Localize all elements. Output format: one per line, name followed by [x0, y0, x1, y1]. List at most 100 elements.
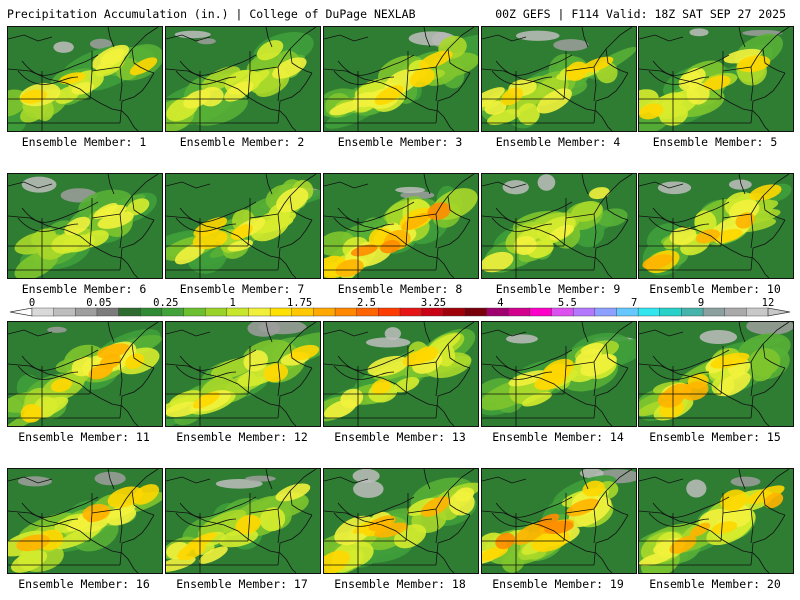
colorbar-swatch — [226, 307, 249, 317]
colorbar-tick-label: 0.05 — [86, 297, 111, 309]
valid-time: 00Z GEFS | F114 Valid: 18Z SAT SEP 27 20… — [495, 7, 786, 21]
colorbar-swatch — [681, 307, 704, 317]
ensemble-panel-10 — [638, 173, 794, 279]
precip-map — [639, 469, 793, 573]
colorbar-swatch — [616, 307, 639, 317]
colorbar-swatch — [702, 307, 726, 317]
ensemble-panel-2 — [165, 26, 321, 132]
ensemble-panel-3 — [323, 26, 479, 132]
colorbar-swatch — [75, 307, 98, 317]
colorbar-tick-label: 2.5 — [357, 297, 376, 309]
precip-map — [8, 322, 162, 426]
colorbar-swatch — [334, 307, 358, 317]
ensemble-panel-16 — [7, 468, 163, 574]
ensemble-member-label: Ensemble Member: 4 — [495, 135, 621, 149]
ensemble-member-label: Ensemble Member: 13 — [334, 430, 466, 444]
ensemble-panel-4 — [481, 26, 637, 132]
colorbar-swatch — [31, 307, 55, 317]
colorbar-swatch — [399, 307, 423, 317]
ensemble-panel-17 — [165, 468, 321, 574]
colorbar-swatch — [204, 307, 228, 317]
colorbar-tick-label: 9 — [698, 297, 704, 309]
colorbar-swatch — [269, 307, 293, 317]
ensemble-panel-18 — [323, 468, 479, 574]
page-title: Precipitation Accumulation (in.) | Colle… — [7, 7, 416, 21]
colorbar-swatch — [183, 307, 206, 317]
colorbar-swatch — [248, 307, 271, 317]
colorbar-tick-label: 1.75 — [287, 297, 312, 309]
colorbar-swatch — [529, 307, 553, 317]
ensemble-panel-14 — [481, 321, 637, 427]
ensemble-panel-8 — [323, 173, 479, 279]
precip-map — [482, 27, 636, 131]
colorbar-swatch — [421, 307, 444, 317]
colorbar-swatch — [356, 307, 379, 317]
colorbar-tick-label: 0.25 — [153, 297, 178, 309]
precip-map — [166, 322, 320, 426]
colorbar-swatch — [464, 307, 488, 317]
ensemble-panel-12 — [165, 321, 321, 427]
ensemble-member-label: Ensemble Member: 11 — [18, 430, 150, 444]
precip-map — [482, 174, 636, 278]
ensemble-member-label: Ensemble Member: 8 — [337, 282, 463, 296]
ensemble-member-label: Ensemble Member: 6 — [21, 282, 147, 296]
colorbar-tick-label: 12 — [762, 297, 775, 309]
ensemble-member-label: Ensemble Member: 3 — [337, 135, 463, 149]
precip-map — [166, 174, 320, 278]
colorbar-swatch — [659, 307, 682, 317]
colorbar-swatch — [637, 307, 661, 317]
precip-map — [639, 322, 793, 426]
colorbar-swatch — [161, 307, 185, 317]
colorbar-swatch — [594, 307, 617, 317]
precip-map — [166, 27, 320, 131]
ensemble-member-label: Ensemble Member: 12 — [176, 430, 308, 444]
colorbar-swatch — [486, 307, 509, 317]
colorbar-swatch — [508, 307, 531, 317]
colorbar-tick-label: 0 — [29, 297, 35, 309]
colorbar-swatch — [140, 307, 163, 317]
colorbar-tick-label: 4 — [497, 297, 503, 309]
ensemble-member-label: Ensemble Member: 19 — [492, 577, 624, 591]
ensemble-panel-19 — [481, 468, 637, 574]
precip-map — [8, 27, 162, 131]
colorbar-swatch — [118, 307, 141, 317]
colorbar-tick-label: 5.5 — [558, 297, 577, 309]
ensemble-member-label: Ensemble Member: 5 — [652, 135, 778, 149]
ensemble-member-label: Ensemble Member: 16 — [18, 577, 150, 591]
colorbar-max-arrow — [767, 307, 791, 317]
ensemble-member-label: Ensemble Member: 7 — [179, 282, 305, 296]
colorbar-swatch — [746, 307, 769, 317]
ensemble-member-label: Ensemble Member: 14 — [492, 430, 624, 444]
colorbar-swatch — [551, 307, 574, 317]
precip-map — [166, 469, 320, 573]
precip-map — [324, 322, 478, 426]
colorbar-swatch — [96, 307, 120, 317]
precip-map — [8, 469, 162, 573]
precip-map — [324, 174, 478, 278]
ensemble-panel-20 — [638, 468, 794, 574]
ensemble-member-label: Ensemble Member: 20 — [649, 577, 781, 591]
ensemble-member-label: Ensemble Member: 1 — [21, 135, 147, 149]
colorbar-swatch — [572, 307, 596, 317]
precip-map — [324, 469, 478, 573]
colorbar: 0 0.05 0.25 1 1.75 2.5 3.25 4 5.5 7 9 12 — [9, 297, 791, 317]
ensemble-member-label: Ensemble Member: 17 — [176, 577, 308, 591]
ensemble-panel-1 — [7, 26, 163, 132]
colorbar-tick-label: 1 — [230, 297, 236, 309]
ensemble-member-label: Ensemble Member: 18 — [334, 577, 466, 591]
precip-map — [639, 27, 793, 131]
colorbar-min-arrow — [9, 307, 33, 317]
colorbar-tick-label: 7 — [631, 297, 637, 309]
colorbar-tick-label: 3.25 — [421, 297, 446, 309]
precip-map — [324, 27, 478, 131]
ensemble-member-label: Ensemble Member: 2 — [179, 135, 305, 149]
ensemble-member-label: Ensemble Member: 15 — [649, 430, 781, 444]
colorbar-swatch — [443, 307, 466, 317]
colorbar-swatch — [378, 307, 401, 317]
colorbar-swatch — [53, 307, 76, 317]
ensemble-panel-7 — [165, 173, 321, 279]
ensemble-member-label: Ensemble Member: 9 — [495, 282, 621, 296]
ensemble-panel-6 — [7, 173, 163, 279]
precip-map — [482, 469, 636, 573]
precip-map — [639, 174, 793, 278]
